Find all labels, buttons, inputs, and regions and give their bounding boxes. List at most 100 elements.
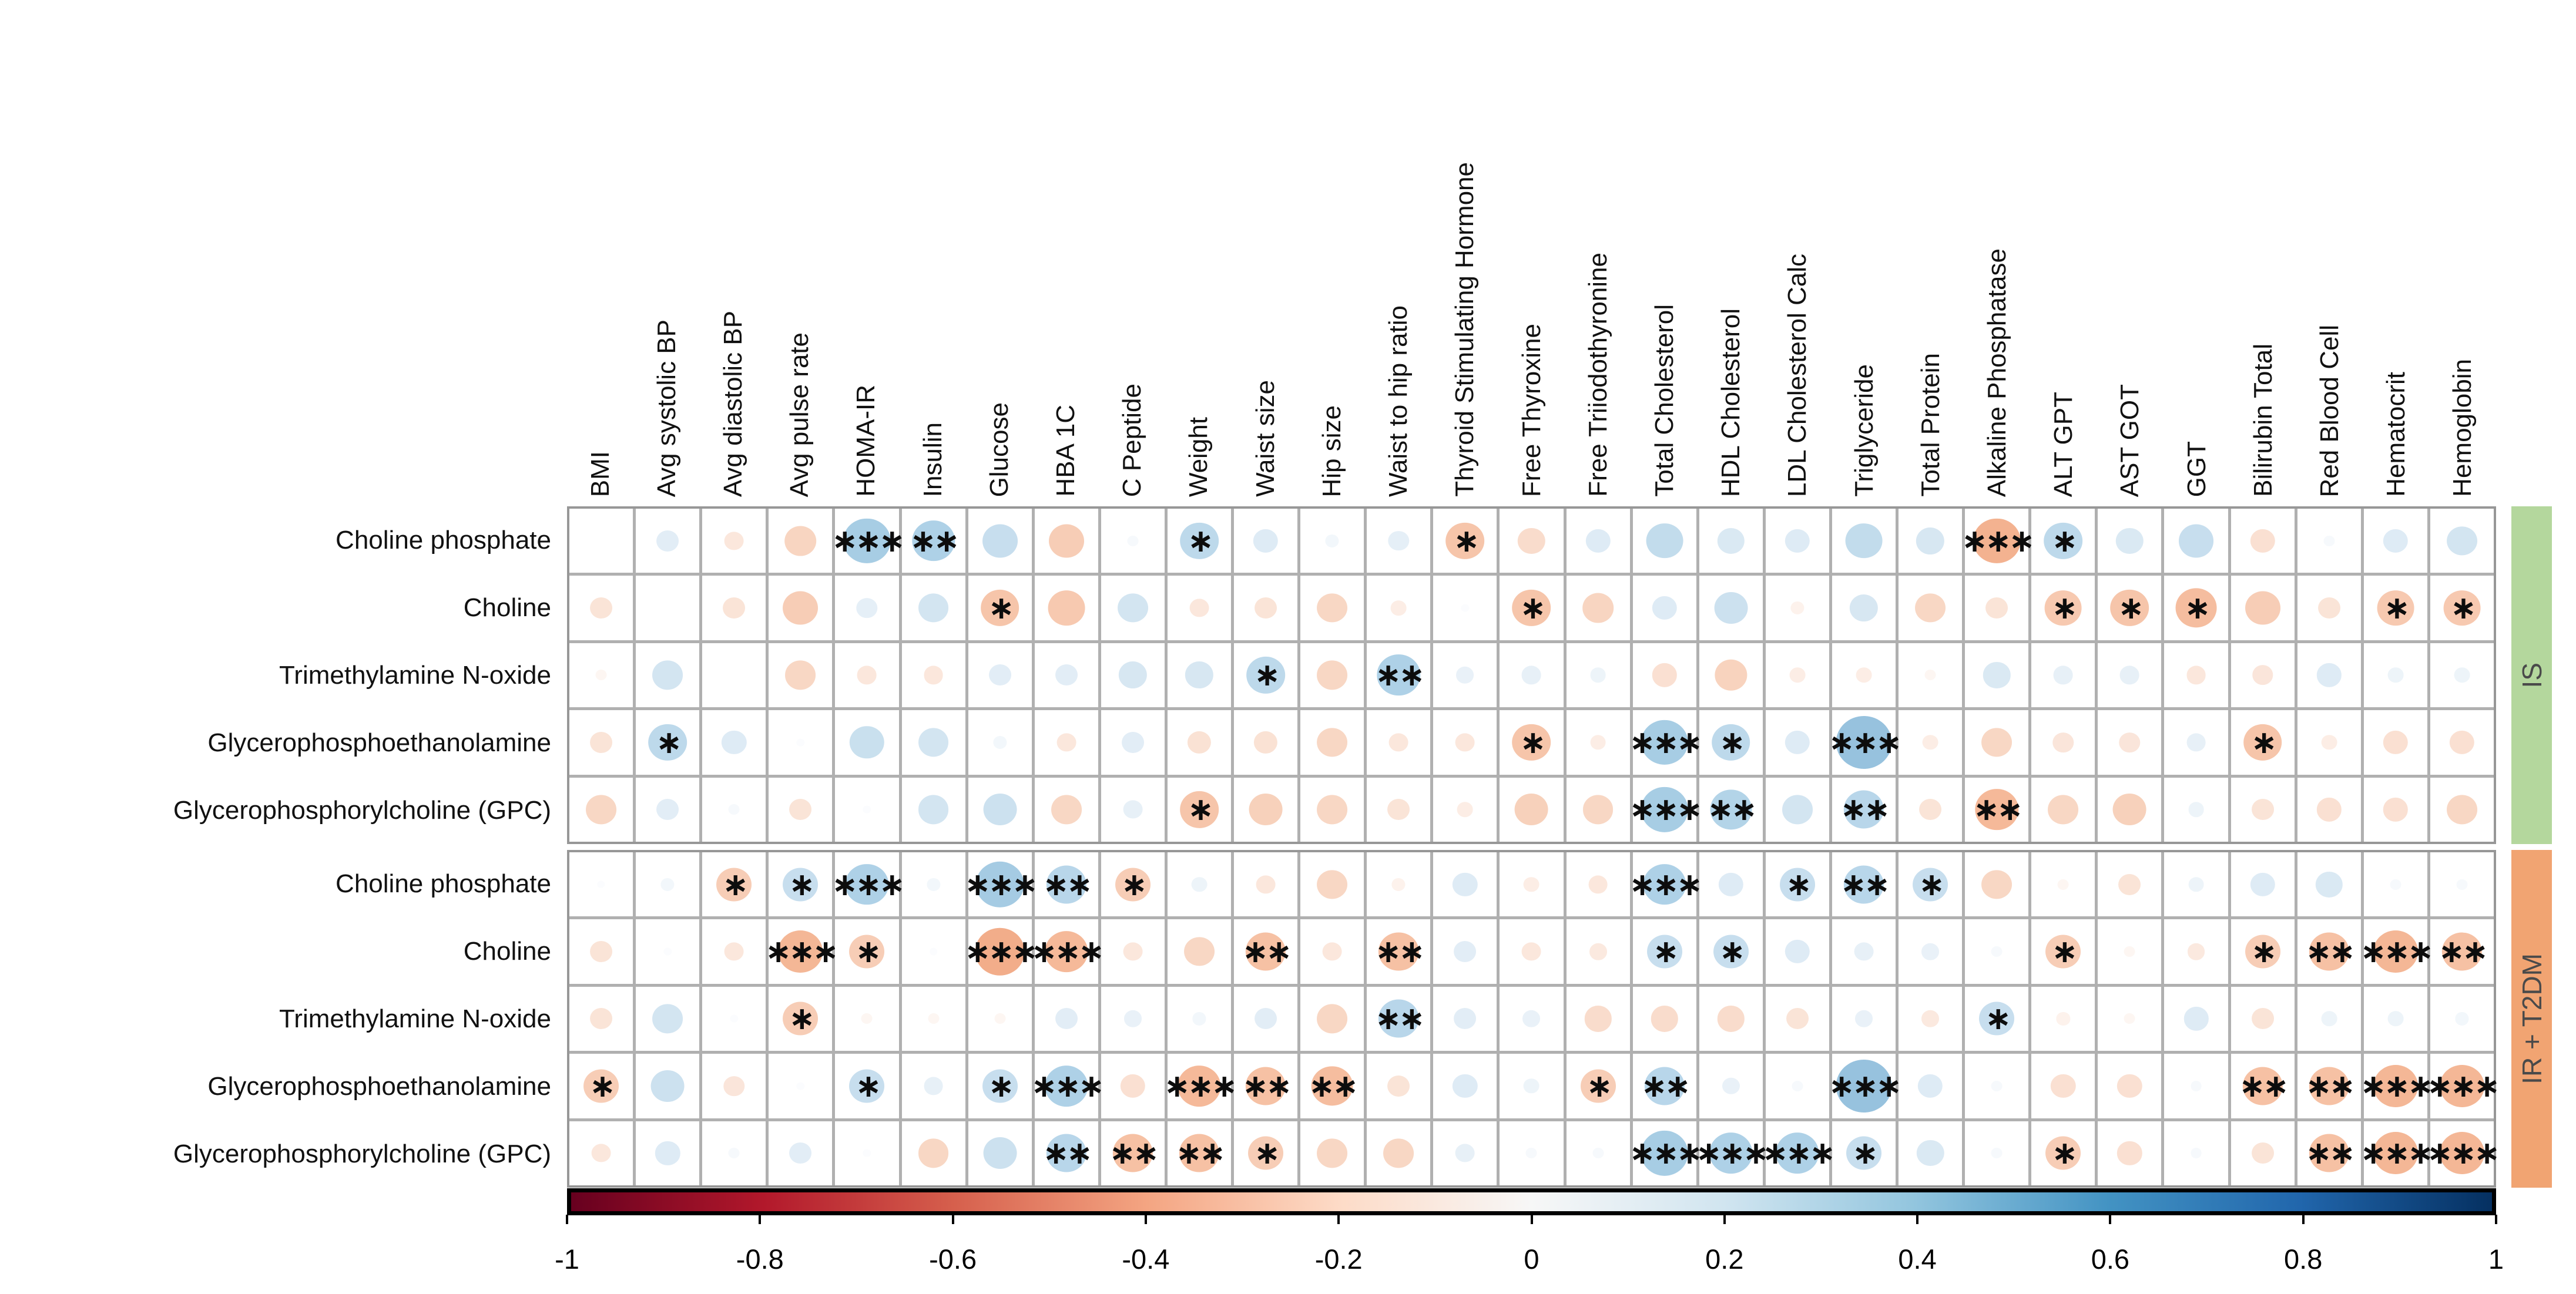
matrix-cell: [2363, 777, 2427, 842]
matrix-cell: ∗: [2363, 576, 2427, 640]
matrix-cell: [2164, 986, 2228, 1051]
correlation-dot: [1180, 522, 1219, 559]
correlation-dot: [656, 799, 679, 821]
correlation-dot: [863, 805, 871, 814]
matrix-cell: [769, 643, 833, 708]
matrix-cell: [636, 852, 700, 917]
matrix-cell: ∗∗: [1367, 643, 1431, 708]
column-label-text: Hematocrit: [2382, 372, 2411, 497]
correlation-dot: [1985, 597, 2008, 619]
correlation-dot: [1641, 787, 1688, 832]
matrix-cell: [901, 777, 965, 842]
significance-stars: ∗∗: [1042, 1135, 1094, 1171]
matrix-cell: ∗∗: [901, 509, 965, 573]
correlation-dot: [1317, 593, 1348, 623]
correlation-dot: [2191, 1148, 2202, 1159]
correlation-dot: [1779, 868, 1815, 902]
significance-stars: ∗∗: [2239, 1068, 2289, 1104]
correlation-dot: [845, 863, 889, 905]
correlation-dot: [1051, 795, 1082, 824]
column-label: LDL Cholesterol Calc: [1781, 0, 1814, 497]
significance-stars: ∗: [589, 1068, 616, 1104]
correlation-dot: [2251, 799, 2274, 821]
correlation-dot: [1048, 590, 1085, 626]
matrix-cell: ∗: [1234, 643, 1298, 708]
correlation-dot: [1387, 799, 1410, 821]
matrix-cell: [968, 986, 1032, 1051]
matrix-cell: [1500, 1121, 1564, 1185]
correlation-dot: [1785, 529, 1810, 553]
matrix-cell: [2164, 1054, 2228, 1118]
correlation-dot: [1843, 790, 1884, 829]
correlation-dot: [918, 593, 949, 623]
matrix-cell: [1101, 919, 1165, 984]
matrix-cell: [2098, 852, 2162, 917]
correlation-dot: [1123, 942, 1143, 961]
matrix-cell: [1566, 710, 1630, 775]
correlation-dot: [2373, 1132, 2418, 1175]
matrix-cell: [1167, 986, 1232, 1051]
correlation-dot: [1973, 518, 2021, 563]
correlation-dot: [1651, 1006, 1678, 1032]
column-label-text: BMI: [585, 451, 615, 497]
column-label: Free Thyroxine: [1515, 0, 1548, 497]
significance-stars: ∗: [1918, 866, 1945, 902]
matrix-cell: ∗∗: [2297, 1054, 2361, 1118]
column-label: GGT: [2181, 0, 2213, 497]
correlation-dot: [1192, 1012, 1206, 1026]
row-label: Choline: [463, 936, 551, 966]
matrix-cell: ∗: [1765, 852, 1829, 917]
matrix-cell: [769, 1054, 833, 1118]
column-label-text: GGT: [2182, 441, 2211, 497]
matrix-cell: [1300, 919, 1364, 984]
matrix-cell: [2230, 852, 2295, 917]
matrix-cell: ∗: [1167, 777, 1232, 842]
correlation-dot: [778, 930, 823, 973]
column-label: Waist size: [1249, 0, 1282, 497]
correlation-dot: [1180, 791, 1219, 828]
correlation-dot: [1590, 667, 1606, 683]
matrix-cell: [1300, 852, 1364, 917]
correlation-dot: [1453, 1074, 1478, 1098]
correlation-dot: [1178, 1066, 1221, 1107]
colorbar-tick: [1337, 1215, 1340, 1224]
correlation-dot: [2186, 733, 2206, 752]
matrix-cell: [1101, 576, 1165, 640]
matrix-cell: ∗: [968, 576, 1032, 640]
correlation-dot: [1641, 720, 1688, 765]
correlation-dot: [783, 1002, 819, 1036]
matrix-cell: [1167, 576, 1232, 640]
correlation-dot: [1919, 799, 1942, 821]
correlation-dot: [843, 518, 891, 563]
correlation-dot: [730, 1015, 738, 1023]
row-label: Choline: [463, 593, 551, 622]
correlation-dot: [1588, 875, 1608, 894]
correlation-dot: [1785, 939, 1810, 964]
matrix-cell: ∗∗∗: [1629, 710, 1703, 775]
correlation-dot: [1121, 731, 1144, 753]
matrix-cell: [1034, 643, 1098, 708]
correlation-dot: [1585, 529, 1611, 553]
column-label: ALT GPT: [2047, 0, 2080, 497]
column-label: Triglyceride: [1848, 0, 1881, 497]
colorbar-tick-label: 0: [1524, 1243, 1539, 1275]
correlation-dot: [1983, 662, 2011, 688]
matrix-cell: [835, 643, 899, 708]
colorbar-tick-label: -0.4: [1122, 1243, 1170, 1275]
correlation-dot: [1378, 932, 1419, 971]
row-label: Choline phosphate: [336, 525, 551, 554]
row-label: Trimethylamine N-oxide: [279, 1004, 551, 1033]
correlation-dot: [1714, 592, 1748, 624]
matrix-cell: [901, 576, 965, 640]
correlation-dot: [1836, 715, 1892, 769]
matrix-cell: [968, 710, 1032, 775]
significance-stars: ∗∗∗: [1629, 1135, 1703, 1171]
correlation-dot: [1915, 593, 1946, 623]
correlation-dot: [2124, 946, 2135, 957]
significance-stars: ∗: [2051, 934, 2078, 970]
matrix-cell: [2031, 986, 2095, 1051]
correlation-dot: [1253, 529, 1279, 553]
matrix-cell: [569, 777, 633, 842]
matrix-cell: [1566, 852, 1630, 917]
correlation-dot: [724, 532, 744, 550]
